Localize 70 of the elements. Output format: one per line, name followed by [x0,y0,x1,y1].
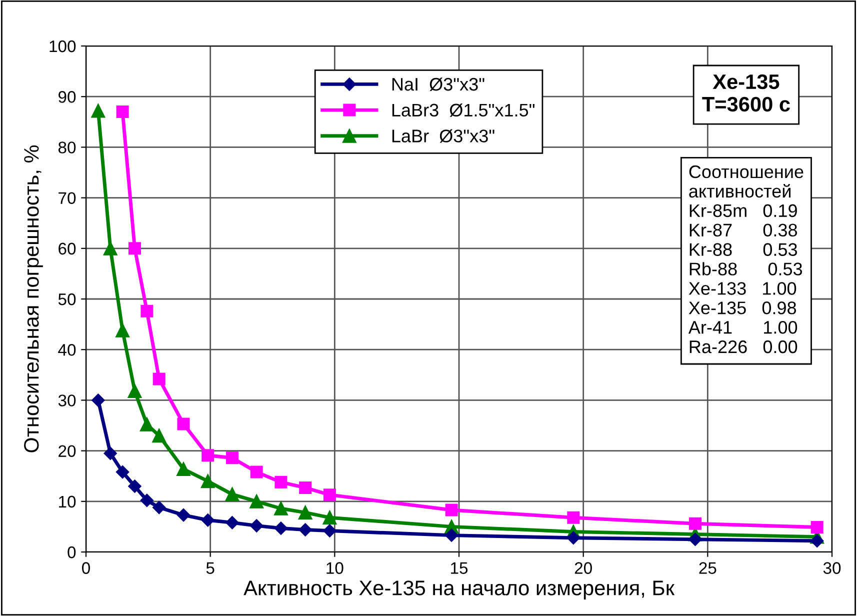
point [152,428,166,443]
annotation: Xe-135 T=3600 с [702,74,790,112]
point [566,531,580,544]
point [250,494,264,508]
point [201,514,214,527]
point [298,506,312,520]
text: Соотношение активностей Kr-85m 0.19 Kr-87 0.38 Kr-88 0.53 Rb-88 0.53 Xe-133 1.00 Xe-135 0.98 Ar-41 1.00 Ra-226 0.00 [688,165,804,354]
y-tick-label: 90 [58,91,76,103]
point [567,511,580,524]
point [274,476,288,488]
point [298,523,312,536]
point [128,480,142,493]
legend-label: NaI Ø3"x3" [392,78,484,91]
point [103,241,118,256]
point [274,502,288,516]
point [810,520,824,534]
y-axis-title: Относительная погрешность, % [24,145,43,452]
point [444,528,458,542]
point [140,304,154,318]
point [92,394,105,407]
point [176,462,190,476]
x-tick-label: 5 [206,562,214,574]
point [200,474,215,488]
point [225,487,240,502]
point [299,481,312,494]
y-tick-label: 0 [68,546,76,558]
point [226,516,239,530]
point [91,104,106,118]
point [274,522,288,535]
point [116,106,129,118]
point [140,494,154,507]
y-tick-label: 30 [58,394,76,406]
point [250,519,264,532]
x-tick-label: 25 [699,562,716,574]
point [202,449,214,462]
point [140,418,154,432]
point [810,534,824,548]
point [323,524,336,538]
y-tick-label: 100 [50,40,76,52]
point [152,372,166,386]
x-tick-label: 30 [823,562,841,574]
point [226,452,238,464]
point [128,242,141,255]
y-tick-label: 50 [58,293,76,306]
point [688,532,702,546]
point [116,323,130,338]
point [323,488,336,502]
y-tick-label: 40 [58,344,76,356]
point [104,446,117,460]
x-tick-label: 10 [326,562,344,574]
legend-label: LaBr Ø3"x3" [392,129,494,143]
point [152,500,166,514]
point [250,466,263,478]
x-tick-label: 20 [574,562,592,574]
point [128,384,142,398]
y-tick-label: 10 [59,496,76,508]
point [445,504,458,516]
point [688,517,702,530]
x-axis-title: Активность Xe-135 на начало измерения, Бк [244,580,675,600]
point [176,508,190,522]
x-tick-label: 15 [451,562,468,574]
point [116,465,130,479]
point [177,418,190,430]
x-tick-label: 0 [82,562,90,574]
point [322,510,337,525]
y-tick-label: 70 [58,192,76,204]
y-tick-label: 20 [58,445,76,458]
legend-label: LaBr3 Ø1.5"x1.5" [392,103,534,117]
y-tick-label: 80 [58,142,76,154]
y-tick-label: 60 [58,242,76,255]
